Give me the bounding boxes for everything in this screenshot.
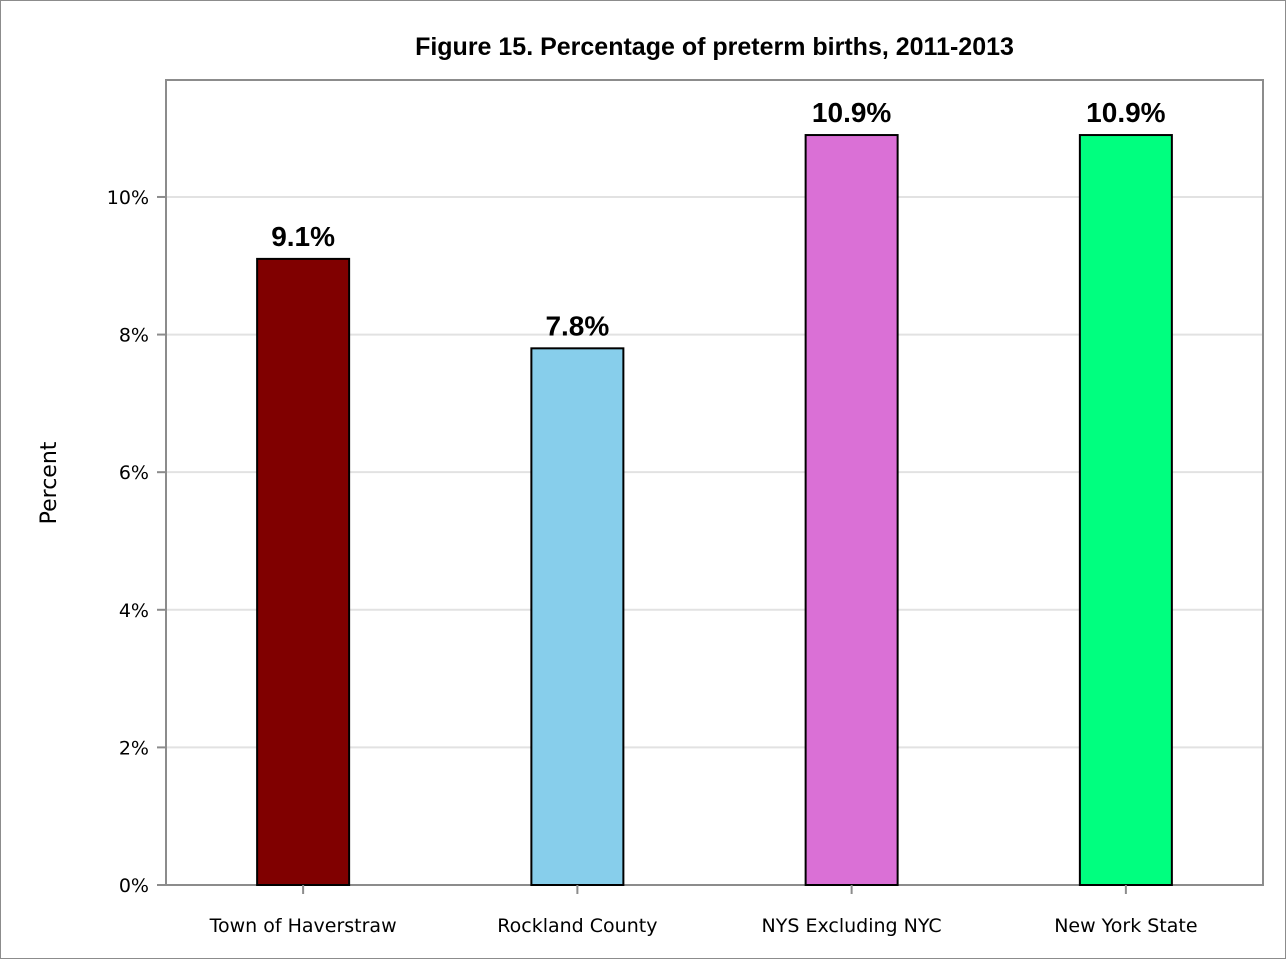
x-axis-ticks: Town of Haverstraw Rockland County NYS Exc… (209, 885, 1198, 937)
bar (530, 347, 625, 887)
data-label: 10.9% (812, 97, 891, 128)
y-tick-label: 4% (119, 600, 149, 622)
x-tick-label: Rockland County (497, 915, 657, 937)
x-tick-label: New York State (1054, 915, 1197, 937)
y-axis-ticks: 0% 2% 4% 6% 8% 10% (107, 187, 166, 897)
plot-area (165, 79, 1264, 886)
data-label: 9.1% (271, 221, 335, 252)
bar (256, 257, 351, 886)
bars: 9.1% 7.8% 10.9% 10.9% (256, 97, 1173, 887)
y-tick-label: 2% (119, 737, 149, 759)
y-axis-label: Percent (37, 441, 62, 524)
x-tick-label: Town of Haverstraw (209, 915, 397, 937)
y-tick-label: 8% (119, 325, 149, 347)
x-tick-label: NYS Excluding NYC (762, 915, 942, 937)
data-label: 7.8% (545, 310, 609, 341)
y-tick-label: 10% (107, 187, 149, 209)
bar (804, 134, 899, 887)
bar (1078, 134, 1173, 887)
chart-title: Figure 15. Percentage of preterm births,… (415, 33, 1014, 61)
y-tick-label: 6% (119, 462, 149, 484)
y-tick-label: 0% (119, 875, 149, 897)
data-label: 10.9% (1086, 97, 1165, 128)
